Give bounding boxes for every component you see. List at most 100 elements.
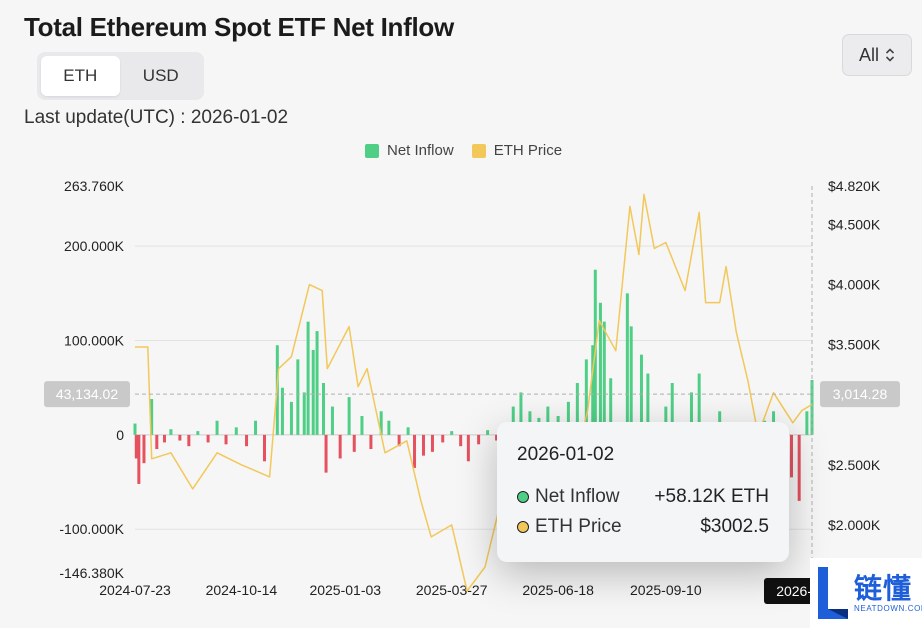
legend-swatch-eth-price [471,143,486,158]
tooltip-label: Net Inflow [535,486,620,507]
net-inflow-bar [137,434,141,484]
chart-tooltip: 2026-01-02 Net Inflow +58.12K ETH ETH Pr… [497,422,789,562]
net-inflow-bar [178,434,182,441]
net-inflow-bar [302,392,306,435]
y-right-tick-label: $4.500K [828,216,881,232]
net-inflow-bar [810,380,814,435]
net-inflow-bar [602,321,606,435]
y-left-tick-label: 200.000K [64,238,125,254]
net-inflow-bar [187,434,191,447]
tooltip-date: 2026-01-02 [517,444,615,465]
net-inflow-bar [575,382,579,435]
logo-mark-icon [814,565,850,621]
net-inflow-bar [311,349,315,435]
y-right-tick-label: $4.820K [828,178,881,194]
net-inflow-bar [477,434,481,445]
net-inflow-bar [805,411,809,435]
net-inflow-bar [387,420,391,435]
net-inflow-bar [330,406,334,435]
toggle-eth-button[interactable]: ETH [41,56,120,96]
watermark-logo: 链懂 NEATDOWN.COM [810,558,922,628]
tooltip-row-net-inflow: Net Inflow +58.12K ETH [517,486,769,508]
net-inflow-bar [591,345,595,435]
net-inflow-bar [245,434,249,447]
tooltip-value: +58.12K ETH [654,486,769,507]
net-inflow-bar [566,401,570,435]
net-inflow-bar [321,382,325,435]
net-inflow-bar [466,434,470,462]
net-inflow-bar [280,387,284,435]
net-inflow-bar [413,434,417,468]
net-inflow-bar [369,434,373,450]
net-inflow-bar [664,406,668,435]
range-select[interactable]: All [842,34,912,76]
net-inflow-bar [254,420,258,435]
page-title: Total Ethereum Spot ETF Net Inflow [24,12,454,42]
net-inflow-bar [689,392,693,435]
net-inflow-bar [360,416,364,435]
net-inflow-bar [133,423,137,435]
net-inflow-bar [789,434,793,478]
net-inflow-bar [215,420,219,435]
legend-item-eth-price[interactable]: ETH Price [471,142,563,159]
net-inflow-bar [206,434,210,443]
x-tick-label: 2024-07-23 [99,582,171,598]
legend-swatch-net-inflow [365,143,379,158]
unit-toggle: ETH USD [37,52,204,100]
net-inflow-bar [224,434,228,445]
x-tick-label: 2025-09-10 [630,582,702,598]
chart-legend: Net Inflow ETH Price [365,142,562,159]
net-inflow-bar [546,406,550,435]
y-left-tick-label: -100.000K [59,521,124,537]
net-inflow-bar [397,434,401,447]
chevron-up-down-icon [885,47,895,63]
net-inflow-bar [441,434,445,443]
net-inflow-bar [598,302,602,435]
net-inflow-bar [646,373,650,435]
net-inflow-bar [609,378,613,435]
net-inflow-bar [450,431,454,435]
tooltip-row-eth-price: ETH Price $3002.5 [517,516,769,538]
last-update-text: Last update(UTC) : 2026-01-02 [24,107,289,128]
x-tick-label: 2024-10-14 [206,582,278,598]
net-inflow-bar [169,429,173,435]
crosshair-right-label-bg [820,381,900,408]
legend-item-net-inflow[interactable]: Net Inflow [365,142,454,159]
net-inflow-bar [629,326,633,435]
net-inflow-bar [406,427,410,435]
x-tick-label: 2025-03-27 [416,582,488,598]
net-inflow-bar [338,434,342,459]
tooltip-label: ETH Price [535,516,622,537]
toggle-usd-button[interactable]: USD [142,66,179,85]
net-inflow-bar [347,397,351,435]
net-inflow-bar [150,399,154,435]
y-left-tick-label: -146.380K [59,565,124,581]
net-inflow-bar [296,359,300,435]
tooltip-value: $3002.5 [700,516,769,537]
net-inflow-bar [519,392,523,435]
x-tick-label: 2025-01-03 [309,582,381,598]
net-inflow-bar [352,434,356,452]
net-inflow-bar [625,293,629,435]
net-inflow-bar [134,434,138,459]
y-right-tick-label: $4.000K [828,277,881,293]
y-right-tick-label: $2.000K [828,517,881,533]
net-inflow-bar [142,434,146,464]
net-inflow-bar [306,321,310,435]
net-inflow-bar [379,411,383,435]
net-inflow-bar [289,401,293,435]
net-inflow-bar [196,431,200,435]
y-left-tick-label: 0 [116,427,124,443]
range-select-label: All [858,44,879,65]
y-left-tick-label: 263.760K [64,178,125,194]
net-inflow-bar [155,434,159,450]
y-right-tick-label: $2.500K [828,457,881,473]
net-inflow-bar [430,434,434,452]
net-inflow-bar [315,331,319,435]
net-inflow-bar [797,434,801,501]
net-inflow-bar [486,430,490,435]
net-inflow-bar [324,434,328,473]
net-inflow-bar [162,434,166,443]
legend-label-eth-price: ETH Price [493,142,563,159]
net-inflow-bar [511,406,515,435]
